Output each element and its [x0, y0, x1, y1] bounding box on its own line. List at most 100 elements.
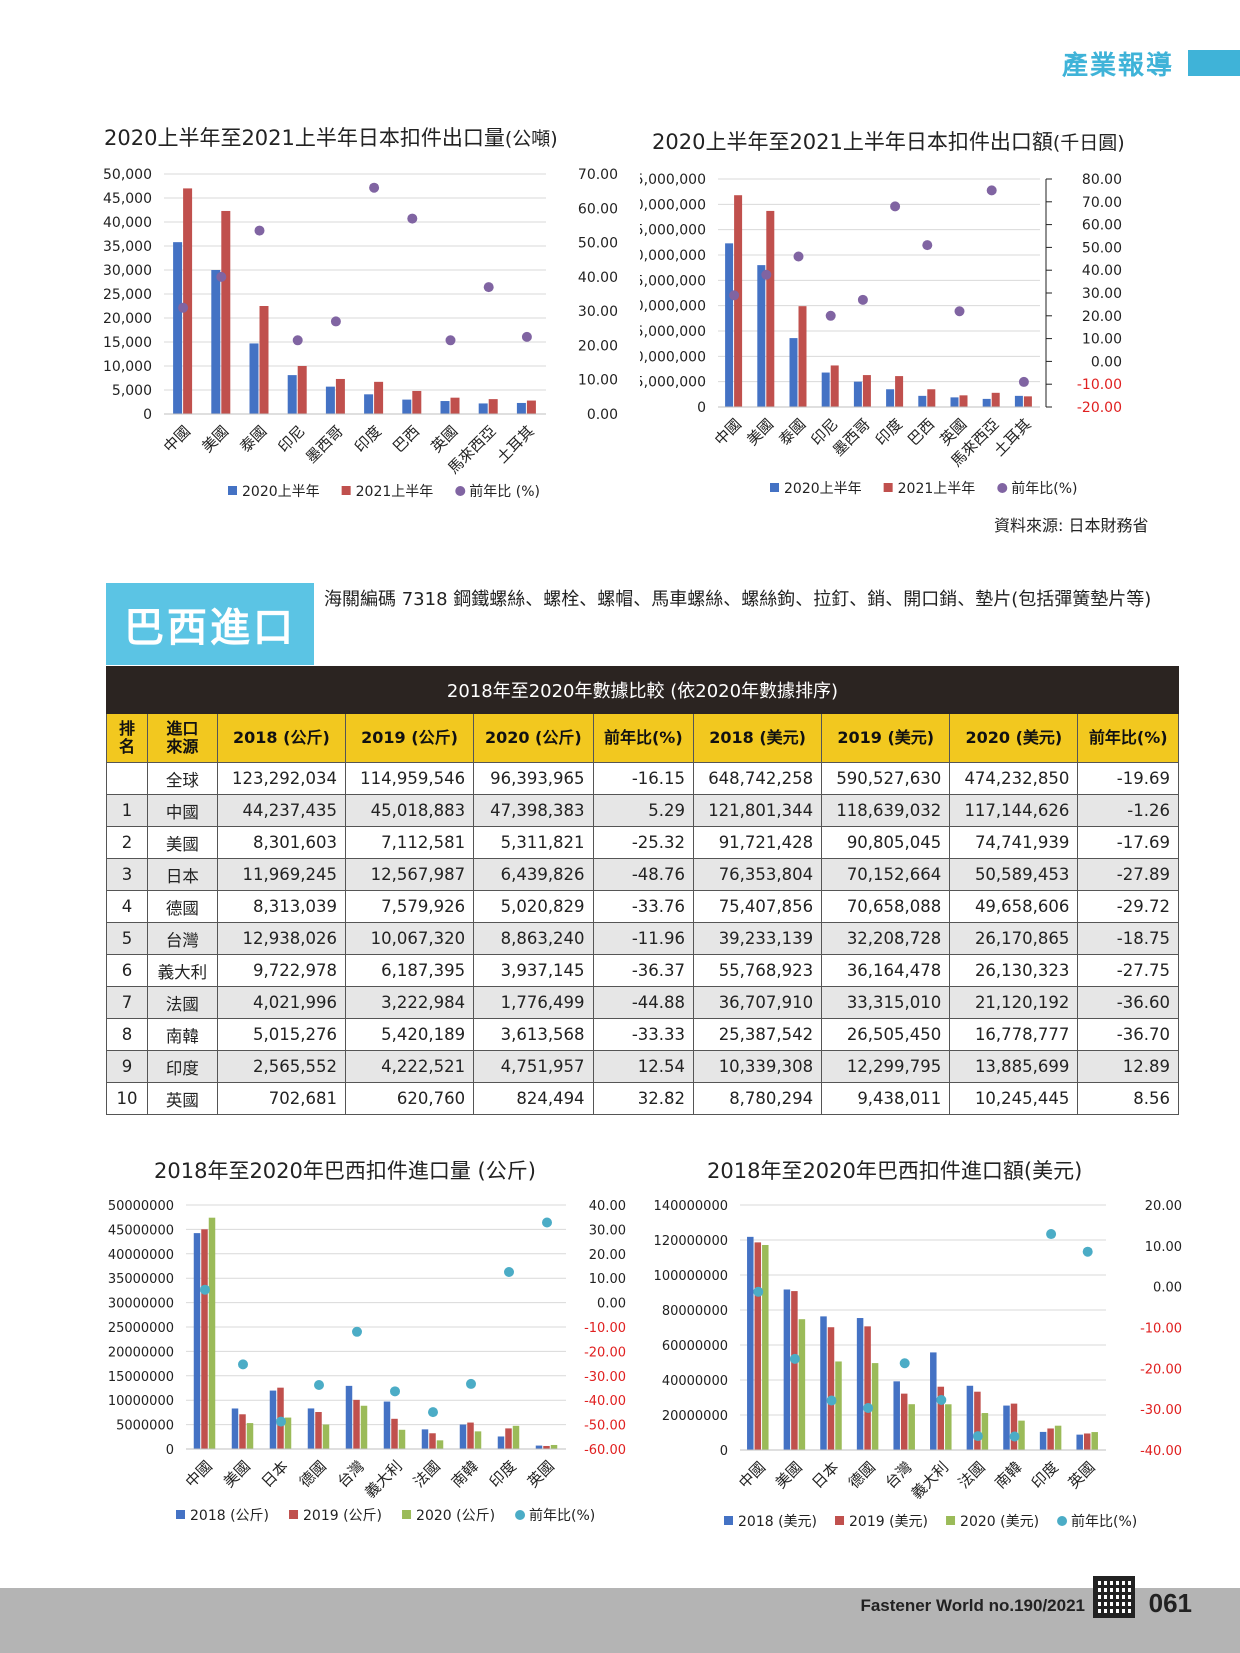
y-tick-label: 0 [720, 1444, 728, 1459]
value-cell: 39,233,139 [693, 922, 823, 955]
bar [886, 389, 895, 407]
bar [516, 402, 526, 414]
value-cell: 7,112,581 [344, 826, 475, 859]
value-cell: 44,237,435 [216, 794, 346, 827]
value-cell: 33,315,010 [821, 986, 951, 1019]
bar [830, 365, 839, 407]
value-cell: 114,959,546 [344, 762, 475, 795]
table-row: 全球 123,292,034 114,959,546 96,393,965 -16.15… [106, 762, 1179, 795]
table-row: 9 印度 2,565,552 4,222,521 4,751,957 12.54 10,33… [106, 1050, 1179, 1083]
value-cell: 55,768,923 [693, 954, 823, 987]
legend-label: 2021上半年 [898, 481, 976, 497]
y-tick-label: 10000000 [108, 1394, 174, 1409]
value-cell: 96,393,965 [473, 762, 594, 795]
bar [211, 270, 221, 414]
yoy-dot [954, 306, 965, 317]
legend-marker [455, 486, 466, 496]
bar [474, 1431, 482, 1449]
y-tick-label: 25,000,000 [640, 273, 706, 289]
yoy-dot [1046, 1229, 1057, 1240]
bar [429, 1433, 436, 1449]
y-tick-label: 45,000 [103, 191, 152, 207]
category-label: 土耳其 [990, 415, 1035, 460]
bar [402, 399, 412, 414]
rank-cell: 8 [106, 1018, 148, 1051]
yoy-dot [826, 1395, 837, 1406]
value-cell: -16.15 [592, 762, 695, 795]
country-cell: 中國 [147, 794, 218, 827]
table-header-cell: 2020 (美元) [949, 713, 1079, 763]
legend-label: 2020 (公斤) [416, 1508, 495, 1524]
value-cell: 8.56 [1077, 1082, 1179, 1115]
bar [974, 1391, 981, 1450]
value-cell: 12,938,026 [216, 922, 346, 955]
bar [269, 1390, 277, 1449]
bar [747, 1236, 754, 1450]
section-tag-label: 產業報導 [1061, 50, 1174, 81]
y2-tick-label: 60.00 [578, 201, 618, 217]
y2-tick-label: 20.00 [589, 1248, 626, 1263]
value-cell: 8,301,603 [216, 826, 346, 859]
bar [550, 1444, 558, 1449]
category-label: 英國 [427, 422, 461, 456]
bar [193, 1233, 201, 1449]
yoy-dot [238, 1359, 248, 1370]
y-tick-label: 45000000 [108, 1223, 174, 1238]
legend-label: 2018 (公斤) [190, 1508, 269, 1524]
value-cell: 8,863,240 [473, 922, 594, 955]
bar [959, 395, 968, 407]
bar [221, 210, 231, 414]
bar [201, 1229, 208, 1449]
table-header-cell: 進口來源 [147, 713, 218, 763]
value-cell: 474,232,850 [949, 762, 1079, 795]
bar [322, 1424, 330, 1449]
value-cell: 824,494 [473, 1082, 594, 1115]
bar [1018, 1420, 1025, 1450]
y2-tick-label: -50.00 [584, 1419, 626, 1434]
value-cell: 12.89 [1077, 1050, 1179, 1083]
y2-tick-label: 0.00 [597, 1297, 626, 1312]
bar [450, 397, 460, 414]
table-header-row: 排名 進口來源 2018 (公斤) 2019 (公斤) 2020 (公斤) 前年比(%) 2… [106, 713, 1179, 763]
category-label: 中國 [735, 1458, 769, 1492]
yoy-dot [292, 335, 303, 346]
legend-marker [1057, 1516, 1068, 1526]
y2-tick-label: -10.00 [584, 1321, 626, 1336]
value-cell: 3,937,145 [473, 954, 594, 987]
y-tick-label: 100000000 [654, 1269, 728, 1284]
category-label: 中國 [711, 415, 745, 449]
yoy-dot [445, 335, 456, 346]
bar [364, 394, 374, 414]
chart3-title: 2018年至2020年巴西扣件進口量 (公斤) [154, 1159, 536, 1183]
bar [835, 1361, 842, 1450]
yoy-dot [986, 185, 997, 196]
value-cell: 9,722,978 [216, 954, 346, 987]
bar [249, 343, 259, 414]
bar [353, 1399, 360, 1449]
table-row: 6 義大利 9,722,978 6,187,395 3,937,145 -36.37 55,… [106, 954, 1179, 987]
value-cell: -29.72 [1077, 890, 1179, 923]
table-row: 4 德國 8,313,039 7,579,926 5,020,829 -33.76 75,4… [106, 890, 1179, 923]
bar [421, 1429, 429, 1449]
y-tick-label: 10,000,000 [640, 349, 706, 365]
yoy-dot [542, 1217, 552, 1228]
y2-tick-label: 30.00 [589, 1223, 626, 1238]
legend-label: 前年比(%) [529, 1507, 595, 1524]
value-cell: 9,438,011 [821, 1082, 951, 1115]
bar [791, 1291, 798, 1450]
page-footer: Fastener World no.190/2021 061 [0, 1576, 1240, 1653]
value-cell: 648,742,258 [693, 762, 823, 795]
bar [488, 399, 498, 414]
value-cell: 12,567,987 [344, 858, 475, 891]
value-cell: 3,222,984 [344, 986, 475, 1019]
legend-marker [228, 486, 237, 495]
bar [284, 1417, 292, 1449]
page-number: 061 [1148, 1588, 1192, 1618]
value-cell: 3,613,568 [473, 1018, 594, 1051]
value-cell: 75,407,856 [693, 890, 823, 923]
yoy-dot [314, 1379, 324, 1390]
country-cell: 台灣 [147, 922, 218, 955]
table-header-cell: 2019 (公斤) [344, 713, 475, 763]
category-label: 南韓 [991, 1458, 1025, 1492]
legend-label: 2020 (美元) [960, 1514, 1039, 1530]
